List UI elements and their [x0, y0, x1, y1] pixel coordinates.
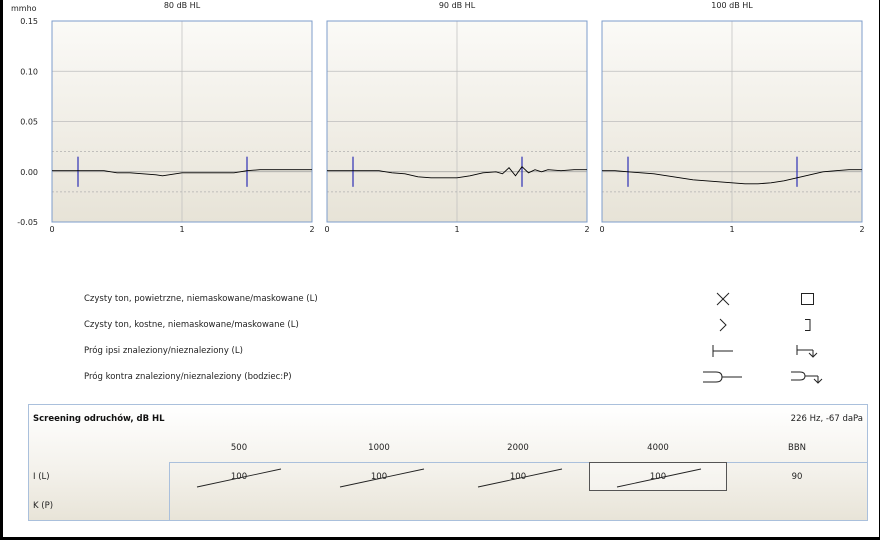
plot-border-0 [51, 20, 313, 223]
chart-title-2: 100 dB HL [711, 1, 753, 10]
x-tick-1-0: 0 [324, 225, 329, 234]
x-tick-0-1: 1 [179, 225, 184, 234]
cell-ipsi-500[interactable]: 100 [230, 472, 248, 482]
legend-row-contra: Próg kontra znaleziony/nieznaleziony (bo… [84, 372, 292, 382]
y-tick-1: 0.10 [20, 67, 38, 76]
slash-ipsi-2000 [477, 468, 563, 488]
response-curve-0 [52, 169, 312, 177]
selected-cell-outline [589, 462, 727, 491]
reflex-condition: 226 Hz, -67 daPa [790, 414, 863, 424]
cell-ipsi-1000[interactable]: 100 [370, 472, 388, 482]
cross-icon [716, 292, 730, 306]
y-tick-0: 0.15 [20, 17, 38, 26]
x-tick-2-1: 1 [729, 225, 734, 234]
angle-right-icon [719, 318, 727, 332]
freq-header-4000: 4000 [647, 443, 669, 453]
symbol-legend: Czysty ton, powietrzne, niemaskowane/mas… [0, 286, 880, 396]
cell-ipsi-bbn[interactable]: 90 [791, 472, 803, 482]
freq-header-2000: 2000 [507, 443, 529, 453]
legend-row-ipsi: Próg ipsi znaleziony/nieznaleziony (L) [84, 346, 243, 356]
ipsi-found-icon [712, 345, 733, 357]
slash-ipsi-4000 [616, 468, 702, 488]
contra-notfound-icon [791, 371, 823, 384]
plot-border-2 [601, 20, 863, 223]
y-tick-4: -0.05 [17, 218, 38, 227]
y-axis-label: mmho [11, 4, 37, 13]
row-label-contra: K (P) [33, 501, 54, 511]
x-tick-2-0: 0 [599, 225, 604, 234]
reflex-grid [169, 462, 868, 521]
slash-ipsi-500 [196, 468, 282, 488]
slash-ipsi-1000 [339, 468, 425, 488]
square-icon [801, 293, 814, 305]
x-tick-1-1: 1 [454, 225, 459, 234]
response-curve-1 [327, 166, 587, 179]
plot-border-1 [326, 20, 588, 223]
x-tick-1-2: 2 [584, 225, 589, 234]
cell-ipsi-2000[interactable]: 100 [509, 472, 527, 482]
freq-header-1000: 1000 [368, 443, 390, 453]
y-tick-3: 0.00 [20, 168, 38, 177]
legend-row-air: Czysty ton, powietrzne, niemaskowane/mas… [84, 294, 318, 304]
freq-header-500: 500 [230, 443, 248, 453]
bracket-right-icon [805, 319, 811, 331]
x-tick-2-2: 2 [859, 225, 864, 234]
cell-ipsi-4000[interactable]: 100 [649, 472, 667, 482]
chart-title-1: 90 dB HL [439, 1, 476, 10]
response-curve-2 [602, 169, 862, 185]
legend-row-bone: Czysty ton, kostne, niemaskowane/maskowa… [84, 320, 299, 330]
ipsi-notfound-icon [796, 345, 818, 358]
contra-found-icon [703, 371, 742, 383]
x-tick-0-0: 0 [49, 225, 54, 234]
freq-header-bbn: BBN [787, 443, 807, 453]
y-tick-2: 0.05 [20, 118, 38, 127]
reflex-charts: mmho 80 dB HL 0 1 2 90 dB HL 0 1 2 100 dB HL 0 1 2 0.… [0, 0, 880, 240]
reflex-title: Screening odruchów, dB HL [33, 414, 165, 424]
chart-title-0: 80 dB HL [164, 1, 201, 10]
reflex-chart-svg: mmho 80 dB HL 0 1 2 90 dB HL 0 1 2 100 dB HL 0 1 2 0.… [11, 1, 865, 234]
reflex-screening-panel: Screening odruchów, dB HL 226 Hz, -67 da… [28, 404, 868, 521]
row-label-ipsi: I (L) [33, 472, 50, 482]
x-tick-0-2: 2 [309, 225, 314, 234]
